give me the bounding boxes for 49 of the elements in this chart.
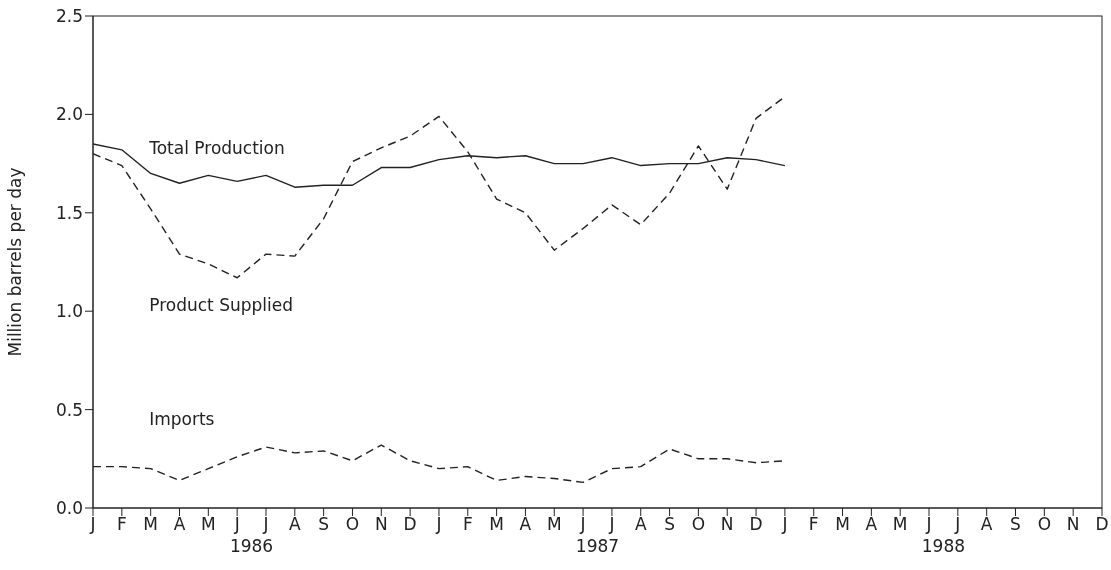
x-tick-label: N	[374, 514, 388, 535]
x-tick-label: O	[345, 514, 360, 535]
y-tick-label: 1.0	[55, 301, 83, 322]
x-tick-label: A	[865, 514, 878, 535]
x-tick-label: F	[462, 514, 473, 535]
x-tick-label: A	[288, 514, 301, 535]
y-tick-label: 0.0	[55, 498, 83, 519]
x-tick-label: M	[143, 514, 158, 535]
y-tick-label: 2.5	[55, 6, 83, 27]
x-tick-label: M	[489, 514, 504, 535]
x-tick-label: J	[262, 514, 269, 535]
x-tick-label: F	[116, 514, 127, 535]
y-tick-label: 0.5	[55, 399, 83, 420]
x-tick-label: M	[892, 514, 908, 535]
x-tick-label: O	[1037, 514, 1052, 535]
x-tick-label: S	[1010, 514, 1021, 535]
x-tick-label: A	[519, 514, 532, 535]
x-tick-label: J	[579, 514, 586, 535]
x-tick-label: A	[634, 514, 647, 535]
x-tick-label: O	[691, 514, 706, 535]
x-tick-label: N	[1066, 514, 1080, 535]
x-tick-label: N	[720, 514, 734, 535]
text: 1988	[921, 536, 966, 556]
x-tick-label: M	[835, 514, 850, 535]
x-tick-label: S	[664, 514, 675, 535]
x-tick-label: M	[200, 514, 216, 535]
y-tick-label: 2.0	[55, 104, 83, 125]
x-tick-label: J	[781, 514, 788, 535]
text: Imports	[149, 409, 215, 430]
x-tick-label: J	[233, 514, 240, 535]
series-label: Total Production	[148, 137, 285, 158]
x-tick-label: A	[173, 514, 186, 535]
series-label: Product Supplied	[149, 295, 294, 316]
text: 1986	[229, 536, 274, 556]
x-tick-label: S	[318, 514, 330, 535]
x-tick-label: D	[749, 514, 763, 535]
x-tick-label: D	[1095, 514, 1109, 535]
x-tick-label: J	[608, 514, 615, 535]
x-tick-label: J	[925, 514, 932, 535]
x-tick-label: A	[980, 514, 993, 535]
y-tick-label: 1.5	[55, 202, 83, 223]
x-tick-label: J	[435, 514, 442, 535]
x-tick-label: J	[954, 514, 961, 535]
x-tick-label: J	[89, 514, 96, 535]
x-tick-label: M	[546, 514, 562, 535]
x-tick-label: D	[403, 514, 417, 535]
text: 1987	[575, 536, 620, 556]
y-axis-title: Million barrels per day	[5, 167, 26, 357]
x-tick-label: F	[808, 514, 819, 535]
